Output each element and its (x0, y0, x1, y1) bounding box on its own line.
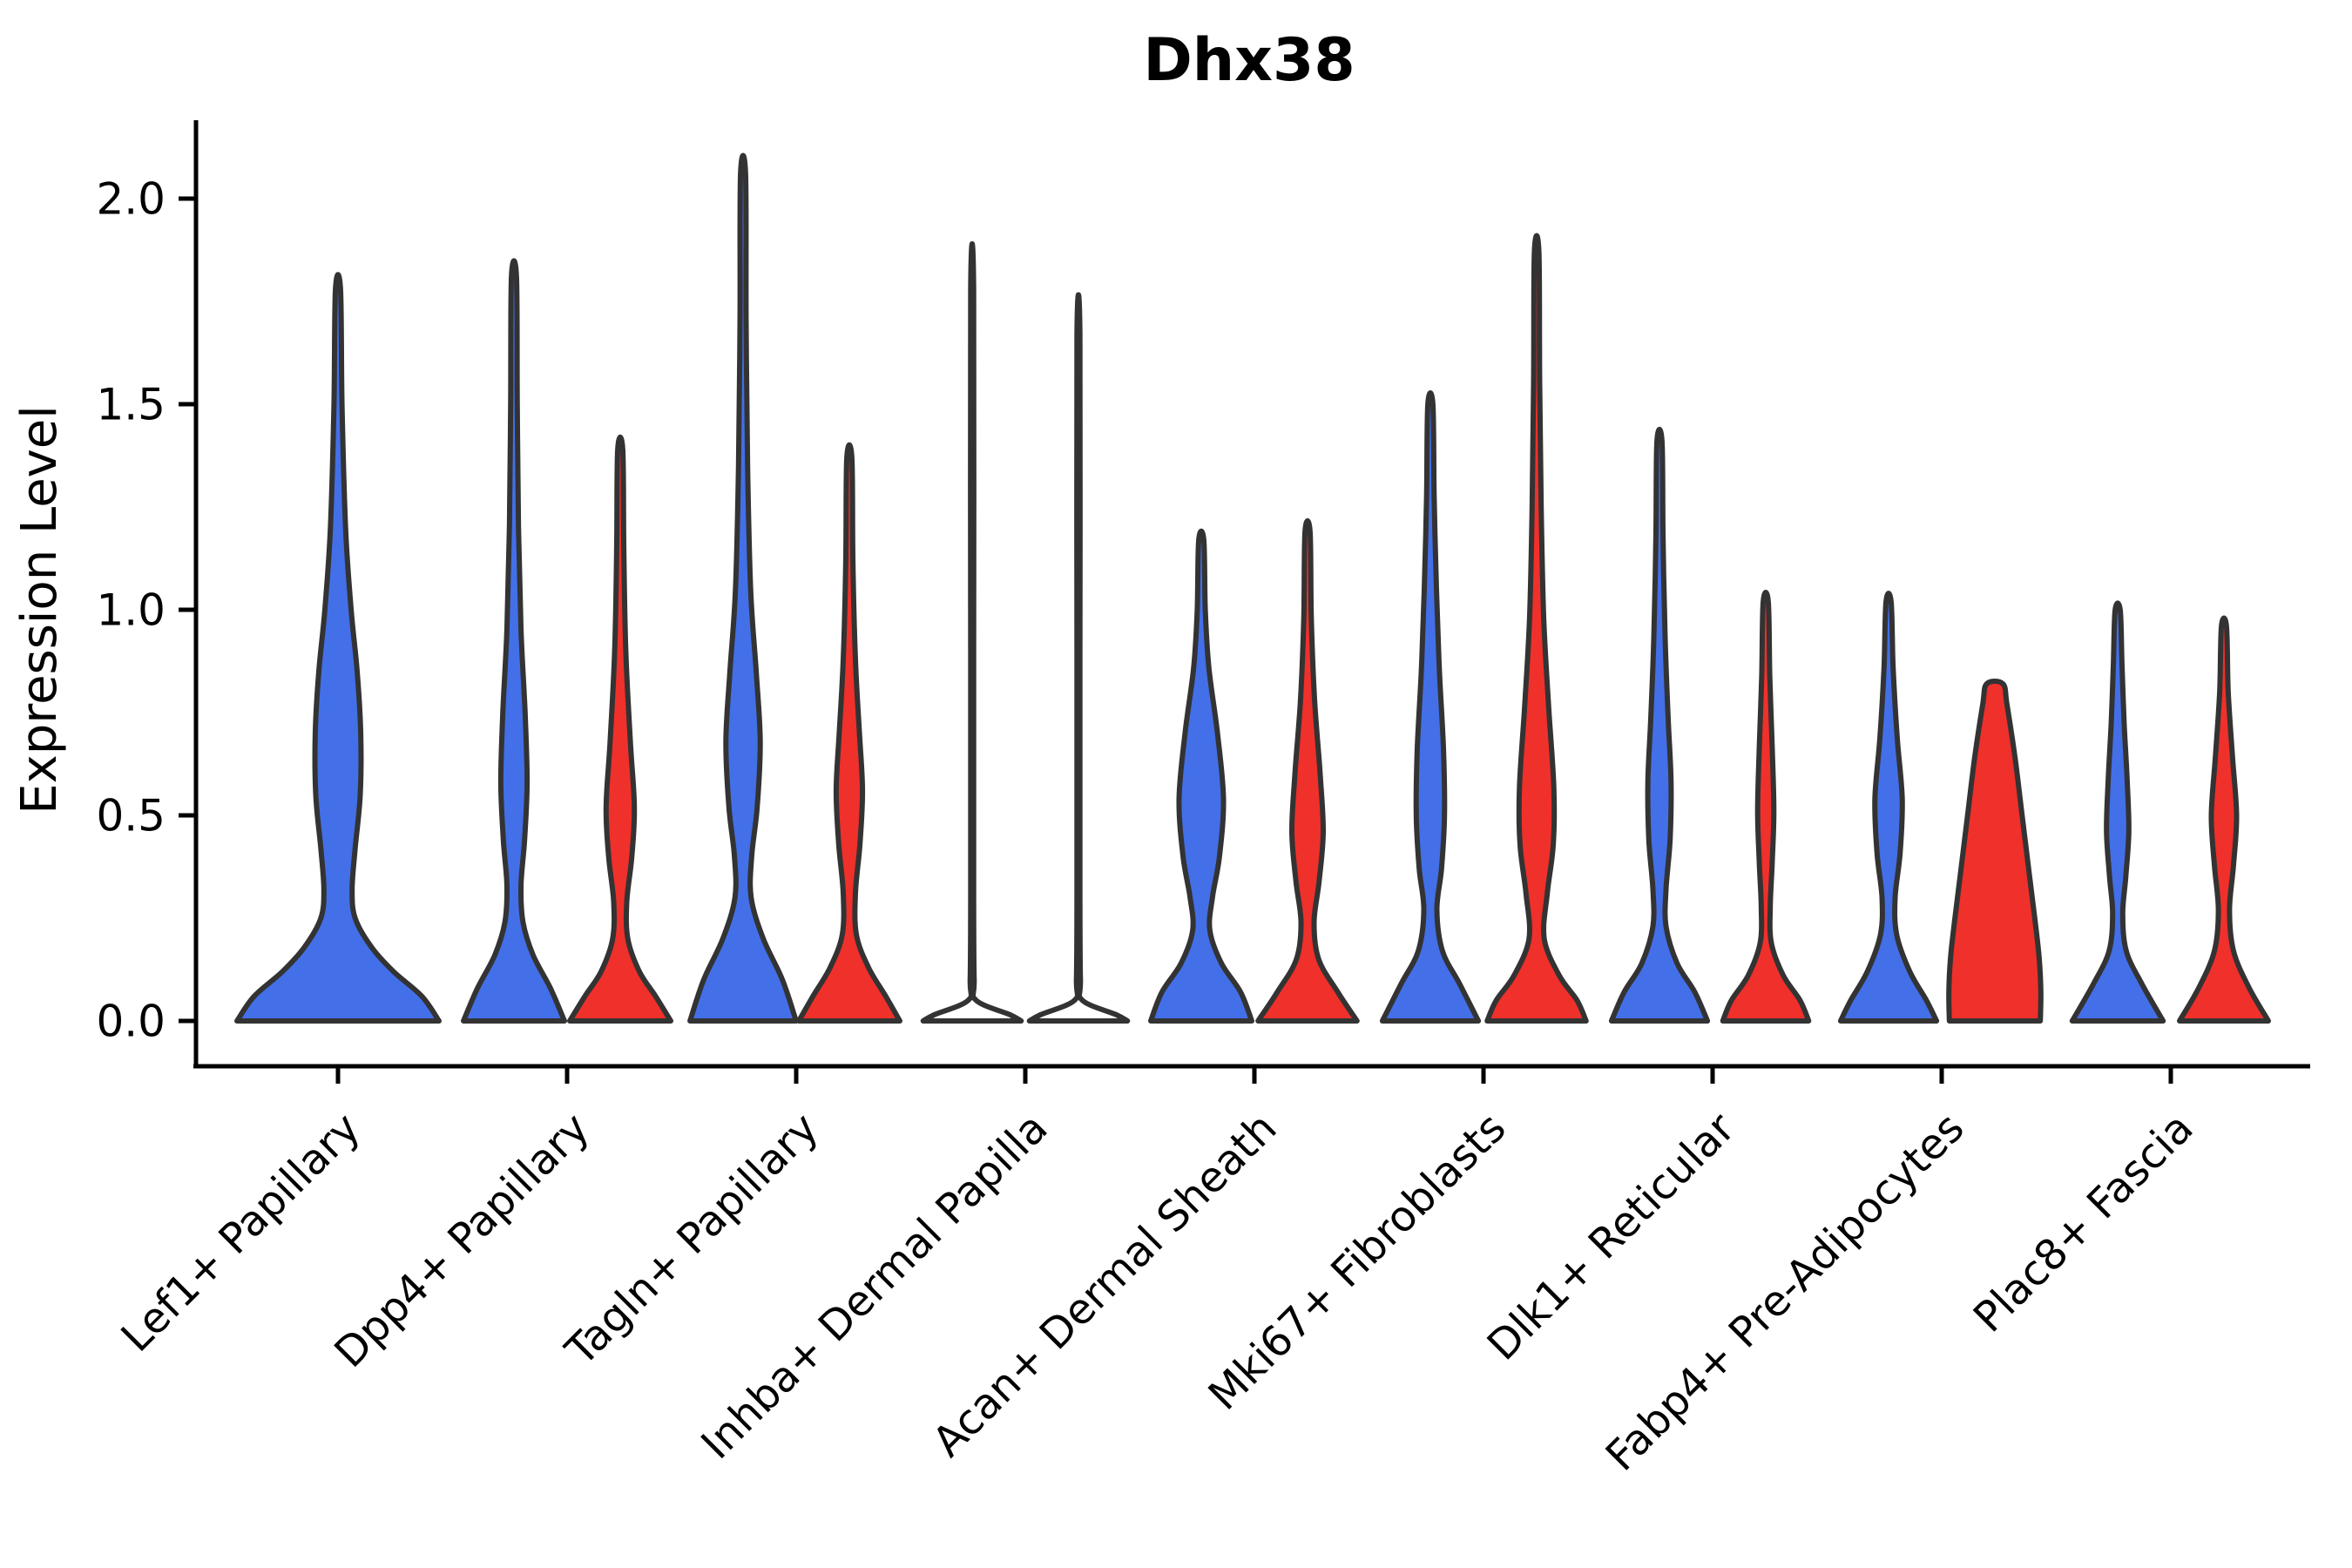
violin-6-right-red (1720, 589, 1812, 1024)
violin-4-right-red (1255, 517, 1360, 1024)
violin-5-right-red (1484, 233, 1589, 1024)
x-tick-label-dpp4-papillary: Dpp4+ Papillary (325, 1104, 598, 1377)
y-ticks (179, 196, 196, 1024)
x-tick-label-lef1-papillary: Lef1+ Papillary (112, 1104, 370, 1362)
x-tick-label-tagln-papillary: Tagln+ Papillary (556, 1104, 828, 1375)
violin-2-right-red (796, 442, 902, 1024)
violin-3-right-white (1026, 292, 1131, 1024)
y-axis-label: Expression Level (11, 405, 68, 814)
violin-7-left-blue (1837, 591, 1940, 1024)
violin-5-left-blue (1379, 390, 1482, 1024)
violin-3-left-white (920, 240, 1024, 1024)
y-tick-labels: 2.0 1.5 1.0 0.5 0.0 (96, 174, 166, 1047)
y-tick-label: 0.0 (96, 997, 166, 1047)
violins-layer (234, 152, 2271, 1024)
y-tick-label: 0.5 (96, 791, 166, 841)
y-tick-label: 2.0 (96, 174, 166, 225)
x-tick-labels: Lef1+ Papillary Dpp4+ Papillary Tagln+ P… (112, 1104, 2203, 1481)
plot-title: Dhx38 (1143, 26, 1355, 95)
y-tick-label: 1.5 (96, 380, 166, 430)
violin-8-right-red (2177, 615, 2271, 1024)
violin-1-right-red (567, 434, 673, 1024)
violin-2-left-blue (687, 152, 799, 1024)
violin-4-left-blue (1148, 528, 1254, 1024)
violin-6-left-blue (1608, 426, 1711, 1024)
violin-0-center-blue (234, 272, 442, 1024)
x-tick-label-dlk1-reticular: Dlk1+ Reticular (1478, 1104, 1745, 1370)
x-tick-label-plac8-fascia: Plac8+ Fascia (1964, 1104, 2203, 1342)
y-tick-label: 1.0 (96, 585, 166, 636)
x-ticks (335, 1066, 2173, 1084)
violin-1-left-blue (461, 258, 567, 1024)
violin-8-left-blue (2069, 600, 2166, 1024)
violin-7-right-red (1946, 679, 2044, 1024)
